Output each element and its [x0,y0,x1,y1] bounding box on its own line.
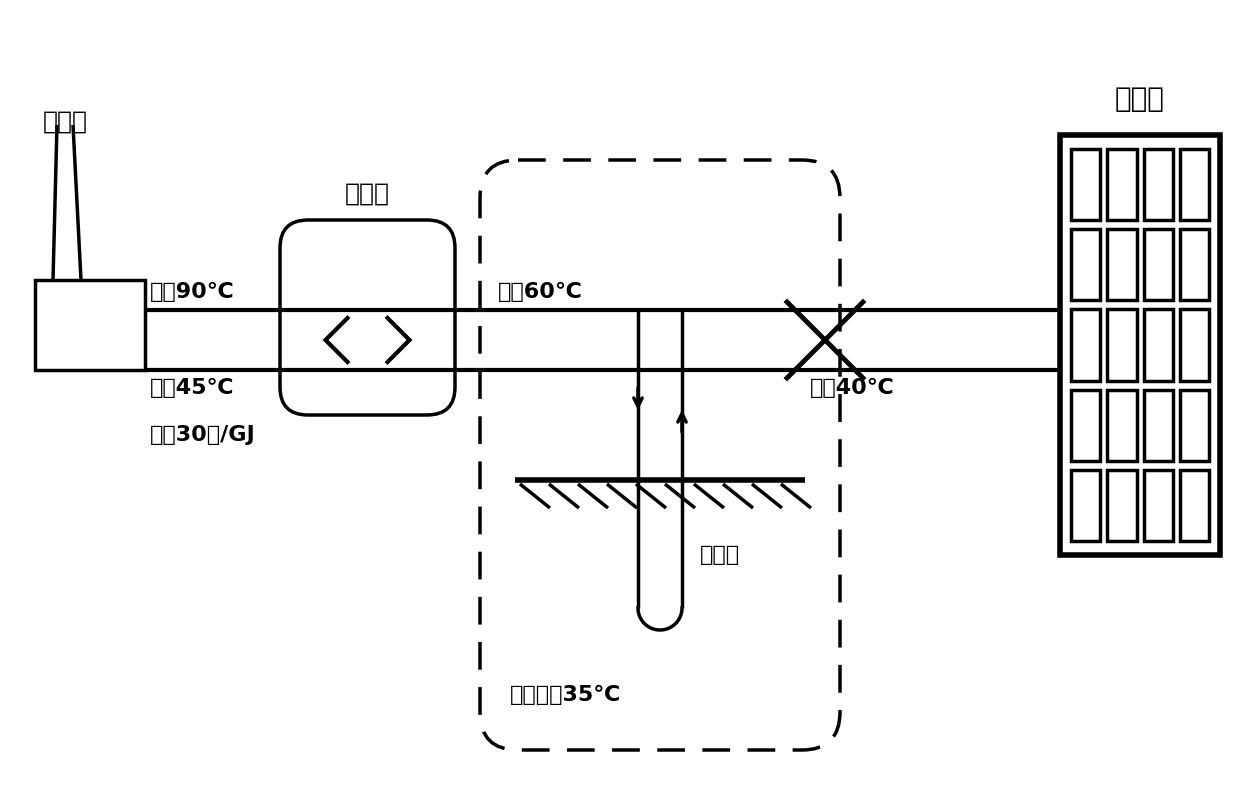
Bar [1071,149,1100,220]
Bar [1143,309,1173,380]
Bar [1107,229,1137,301]
Text: 回水45℃: 回水45℃ [150,378,234,398]
Bar [1071,229,1100,301]
Bar [1107,149,1137,220]
Bar [1179,229,1209,301]
Bar [1143,470,1173,541]
Bar [1071,470,1100,541]
Bar [1107,470,1137,541]
Text: 热价30元/GJ: 热价30元/GJ [150,425,255,445]
Text: 回水40℃: 回水40℃ [810,378,895,398]
Bar [1107,309,1137,380]
Bar [1179,470,1209,541]
Text: 地埋管: 地埋管 [701,545,740,565]
Bar [1179,390,1209,461]
Bar [1071,309,1100,380]
Text: 换热站: 换热站 [345,182,391,206]
Text: 供水90℃: 供水90℃ [150,282,234,302]
Bar [1071,390,1100,461]
Bar [1060,135,1220,555]
Bar [1143,390,1173,461]
Text: 地下温度35℃: 地下温度35℃ [510,685,621,705]
Text: 供水60℃: 供水60℃ [498,282,583,302]
Bar [35,280,145,370]
Bar [1107,390,1137,461]
Text: 建筑物: 建筑物 [1115,85,1164,113]
Bar [1179,149,1209,220]
Bar [1143,229,1173,301]
Text: 热电厂: 热电厂 [43,110,88,134]
Bar [1143,149,1173,220]
Bar [1179,309,1209,380]
